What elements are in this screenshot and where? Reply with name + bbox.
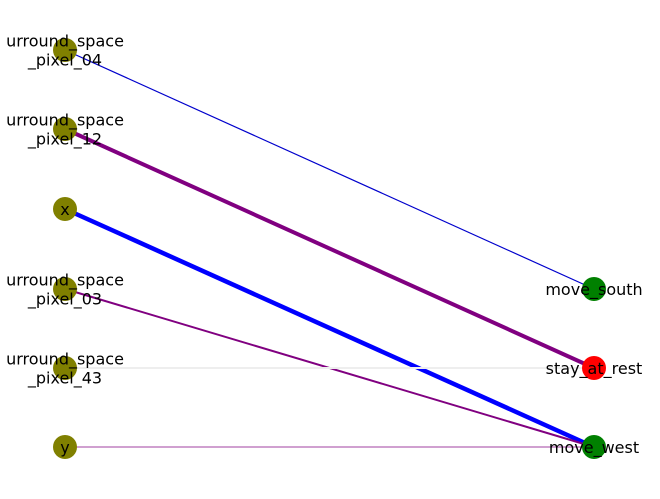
node-label-x: x [60, 200, 69, 219]
node-move_west [582, 435, 606, 459]
edge-sp12-stay_at_rest [64, 127, 595, 370]
edge-x-move_west [64, 206, 595, 450]
nodes-layer [53, 38, 606, 459]
node-label-move_south: move_south [545, 280, 642, 300]
node-label-line: urround_space [6, 270, 124, 290]
node-stay_at_rest [582, 356, 606, 380]
node-label-sp04: urround_space _pixel_04 [6, 31, 124, 70]
node-label-sp12: urround_space _pixel_12 [6, 110, 124, 149]
node-x [53, 197, 77, 221]
node-sp12 [53, 117, 77, 141]
node-label-move_west: move_west [549, 438, 639, 458]
edge-sp04-move_south [64, 49, 595, 290]
node-label-line: urround_space [6, 110, 124, 130]
node-label-line: _pixel_43 [27, 368, 102, 388]
node-label-line: _pixel_04 [27, 50, 102, 70]
node-label-line: _pixel_03 [27, 289, 102, 309]
node-move_south [582, 277, 606, 301]
node-label-line: urround_space [6, 31, 124, 51]
edges-layer [64, 49, 595, 450]
node-label-line: y [60, 438, 69, 457]
node-sp03 [53, 277, 77, 301]
node-label-sp43: urround_space _pixel_43 [6, 349, 124, 388]
node-label-sp03: urround_space _pixel_03 [6, 270, 124, 309]
node-label-line: x [60, 200, 69, 219]
node-label-line: stay_at_rest [546, 359, 643, 379]
node-sp04 [53, 38, 77, 62]
node-y [53, 435, 77, 459]
node-label-line: move_west [549, 438, 639, 458]
node-label-stay_at_rest: stay_at_rest [546, 359, 643, 379]
node-label-line: move_south [545, 280, 642, 300]
node-label-line: _pixel_12 [27, 129, 102, 149]
node-label-line: urround_space [6, 349, 124, 369]
node-sp43 [53, 356, 77, 380]
node-label-y: y [60, 438, 69, 457]
